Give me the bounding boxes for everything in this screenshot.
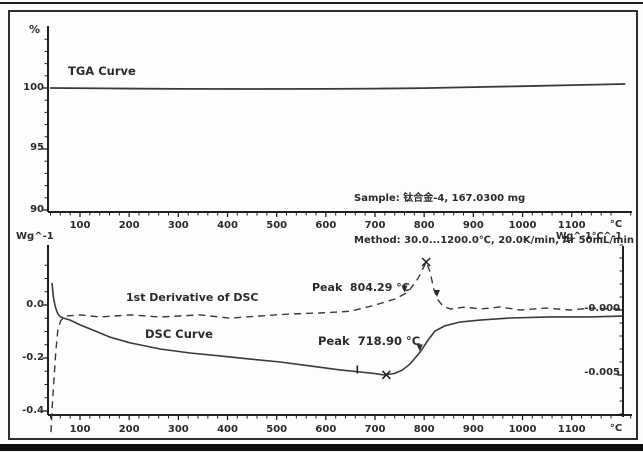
x-tick-label-bottom: 300 <box>167 424 189 435</box>
dsc-ytick--04: -0.4 <box>22 405 44 416</box>
deriv-ytick--005: -0.005 <box>584 367 620 378</box>
x-axis-unit-bottom: °C <box>609 423 623 434</box>
sample-line: Sample: 钛合金-4, 167.0300 mg <box>354 193 526 204</box>
range-arrow-marker <box>433 290 440 297</box>
peak-x-marker <box>421 257 431 267</box>
deriv-ytick-0: -0.000 <box>584 303 620 314</box>
x-tick-label-top: 400 <box>217 220 238 231</box>
method-line: Method: 30.0...1200.0℃, 20.0K/min, Ar 50… <box>354 235 634 246</box>
tga-ytick-100: 100 <box>23 82 44 93</box>
dsc-ytick--02: -0.2 <box>22 352 44 363</box>
x-tick-label-bottom: 700 <box>364 424 386 435</box>
tga-curve-label: TGA Curve <box>68 64 136 78</box>
tga-ytick-95: 95 <box>30 142 44 153</box>
x-tick-label-top: 600 <box>315 220 337 231</box>
x-tick-label-top: 300 <box>167 220 189 231</box>
tga-y-axis-unit: % <box>29 23 41 36</box>
x-tick-label-top: 1100 <box>557 220 586 231</box>
x-tick-label-bottom: 800 <box>413 424 435 435</box>
x-tick-label-bottom: 400 <box>217 424 238 435</box>
top-border-line <box>0 2 643 4</box>
x-tick-label-bottom: 500 <box>266 424 288 435</box>
dsc-left-axis-unit: Wg^-1 <box>16 231 54 242</box>
range-arrow-marker <box>416 344 423 352</box>
peak-dsc-annotation: Peak 718.90 °C <box>318 334 421 348</box>
x-tick-label-top: 800 <box>413 220 435 231</box>
x-tick-label-bottom: 900 <box>462 424 484 435</box>
dsc-ytick-0: 0.0 <box>26 299 44 310</box>
x-tick-label-bottom: 200 <box>118 424 140 435</box>
x-tick-label-bottom: 1100 <box>557 424 586 435</box>
tga-curve-line <box>49 83 626 90</box>
x-tick-label-top: 900 <box>462 220 484 231</box>
sample-method-block: Sample: 钛合金-4, 167.0300 mg Method: 30.0.… <box>354 164 634 262</box>
x-axis-unit-top: °C <box>609 219 623 230</box>
peak-derivative-annotation: Peak 804.29 °C <box>312 281 410 294</box>
x-tick-label-top: 700 <box>364 220 386 231</box>
dsc-right-axis-unit: Wg^-1°C^-1 <box>555 231 622 242</box>
x-tick-label-top: 500 <box>266 220 288 231</box>
derivative-curve-label: 1st Derivative of DSC <box>126 291 259 304</box>
x-tick-label-bottom: 1000 <box>508 424 537 435</box>
x-tick-label-bottom: 100 <box>69 424 91 435</box>
x-tick-label-bottom: 600 <box>315 424 337 435</box>
range-arrow-marker <box>401 285 408 293</box>
x-tick-label-top: 100 <box>69 220 91 231</box>
dsc-curve-line <box>51 282 623 376</box>
deriv-curve-line <box>50 260 623 433</box>
bottom-black-bar <box>0 444 643 451</box>
x-tick-label-top: 200 <box>118 220 140 231</box>
x-tick-label-top: 1000 <box>508 220 537 231</box>
dsc-curve-label: DSC Curve <box>145 327 213 341</box>
tga-ytick-90: 90 <box>30 204 44 215</box>
peak-x-marker <box>381 370 391 380</box>
